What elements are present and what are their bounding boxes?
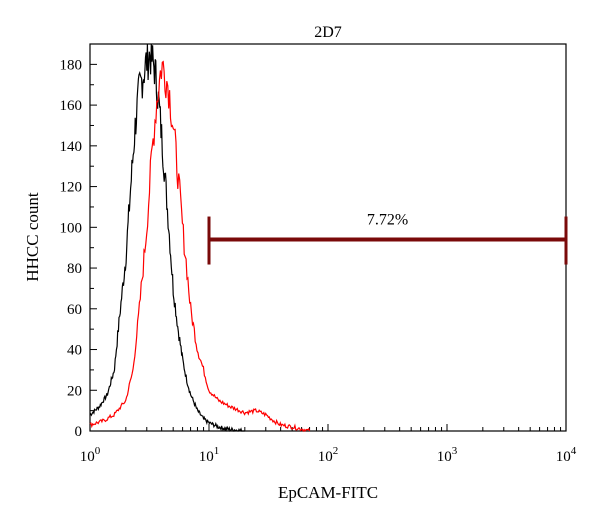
- y-axis-title: HHCC count: [23, 192, 42, 282]
- x-tick-label: 104: [556, 445, 577, 465]
- y-tick-label: 140: [60, 139, 83, 155]
- y-tick-label: 0: [75, 424, 83, 440]
- x-tick-base: 10: [199, 449, 214, 465]
- x-axis: 100 101 102 103 104: [80, 424, 577, 465]
- gate-label: 7.72%: [367, 212, 408, 229]
- x-tick-exponent: 3: [452, 445, 458, 457]
- x-tick-exponent: 2: [333, 445, 339, 457]
- plot-frame: [89, 43, 567, 432]
- x-tick-exponent: 0: [95, 445, 101, 457]
- x-tick-base: 10: [80, 449, 95, 465]
- x-tick-label: 100: [80, 445, 101, 465]
- x-axis-title: EpCAM-FITC: [278, 483, 378, 502]
- y-tick-label: 80: [67, 261, 82, 277]
- x-tick-exponent: 4: [571, 445, 577, 457]
- x-tick-label: 103: [437, 445, 458, 465]
- series-line-1: [89, 60, 311, 433]
- y-tick-label: 180: [60, 57, 83, 73]
- y-tick-label: 40: [67, 343, 82, 359]
- x-tick-base: 10: [318, 449, 333, 465]
- x-tick-label: 101: [199, 445, 220, 465]
- chart-title: 2D7: [314, 24, 342, 41]
- x-tick-base: 10: [556, 449, 571, 465]
- x-tick-base: 10: [437, 449, 452, 465]
- x-tick-exponent: 1: [214, 445, 220, 457]
- y-tick-label: 100: [60, 220, 83, 236]
- y-tick-label: 120: [60, 180, 83, 196]
- gate-annotation: 7.72%: [207, 212, 568, 265]
- x-tick-label: 102: [318, 445, 339, 465]
- y-tick-label: 60: [67, 302, 82, 318]
- series-line-0: [89, 43, 245, 432]
- series-layer: [89, 43, 311, 433]
- y-tick-label: 20: [67, 383, 82, 399]
- y-axis: 0 20 40 60 80 100 120 140 160 180: [60, 57, 97, 440]
- y-tick-label: 160: [60, 98, 83, 114]
